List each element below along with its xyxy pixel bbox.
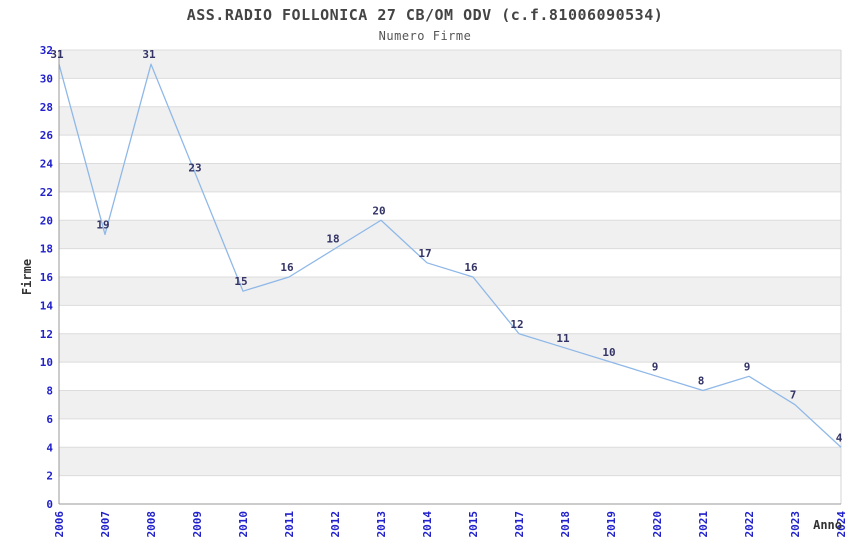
x-tick-label: 2023 (789, 511, 802, 538)
data-label: 17 (418, 247, 431, 260)
data-label: 18 (326, 233, 339, 246)
x-tick-label: 2012 (329, 511, 342, 538)
data-label: 16 (280, 261, 294, 274)
x-tick-label: 2022 (743, 511, 756, 538)
y-tick-label: 26 (40, 129, 54, 142)
y-tick-label: 28 (40, 101, 53, 114)
y-tick-label: 6 (46, 413, 53, 426)
y-axis-title: Firme (20, 258, 34, 296)
y-tick-label: 0 (46, 498, 53, 511)
background-band (59, 220, 841, 249)
y-tick-label: 20 (40, 214, 53, 227)
y-tick-label: 8 (46, 385, 53, 398)
data-label: 10 (602, 346, 615, 359)
x-tick-label: 2018 (559, 511, 572, 538)
y-tick-label: 2 (46, 470, 53, 483)
data-label: 31 (142, 48, 156, 61)
data-label: 9 (652, 360, 659, 373)
y-tick-label: 30 (40, 72, 53, 85)
data-label: 16 (464, 261, 478, 274)
y-tick-label: 18 (40, 243, 53, 256)
data-label: 23 (188, 162, 201, 175)
data-label: 11 (556, 332, 570, 345)
background-band (59, 163, 841, 192)
y-tick-label: 12 (40, 328, 53, 341)
x-tick-label: 2006 (53, 511, 66, 538)
x-tick-label: 2021 (697, 511, 710, 538)
x-tick-label: 2013 (375, 511, 388, 538)
data-label: 4 (836, 431, 843, 444)
x-tick-label: 2020 (651, 511, 664, 538)
data-label: 31 (50, 48, 64, 61)
y-tick-label: 32 (40, 44, 53, 57)
background-band (59, 106, 841, 136)
y-tick-label: 14 (40, 299, 54, 312)
chart-subtitle: Numero Firme (378, 29, 472, 43)
data-label: 7 (790, 389, 797, 402)
x-tick-label: 2017 (513, 511, 526, 538)
data-label: 9 (744, 360, 751, 373)
x-tick-label: 2008 (145, 511, 158, 538)
x-tick-label: 2015 (467, 511, 480, 538)
data-label: 12 (510, 318, 523, 331)
data-label: 19 (96, 218, 109, 231)
background-band (59, 277, 841, 306)
background-band (59, 50, 841, 79)
x-tick-label: 2010 (237, 511, 250, 538)
data-label: 20 (372, 204, 385, 217)
x-tick-label: 2014 (421, 511, 434, 538)
data-label: 8 (698, 375, 705, 388)
x-tick-label: 2019 (605, 511, 618, 538)
y-tick-label: 22 (40, 186, 53, 199)
y-tick-label: 16 (40, 271, 54, 284)
chart-title: ASS.RADIO FOLLONICA 27 CB/OM ODV (c.f.81… (186, 6, 664, 24)
x-tick-label: 2007 (99, 511, 112, 538)
x-axis-title: Anno (813, 518, 842, 532)
y-tick-label: 10 (40, 356, 53, 369)
background-band (59, 390, 841, 419)
x-tick-label: 2024 (835, 511, 848, 538)
data-line (58, 63, 842, 448)
y-tick-label: 4 (46, 441, 53, 454)
background-band (59, 333, 841, 363)
x-tick-label: 2009 (191, 511, 204, 538)
data-label: 15 (234, 275, 247, 288)
x-tick-label: 2011 (283, 511, 296, 538)
y-tick-label: 24 (40, 158, 54, 171)
background-band (59, 447, 841, 476)
